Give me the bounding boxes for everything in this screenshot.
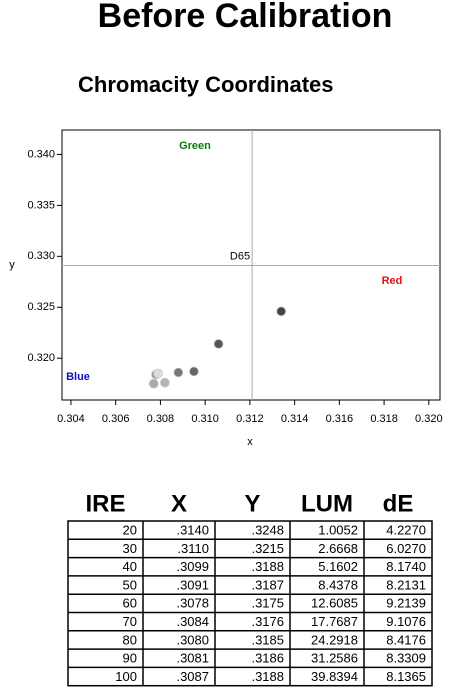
table-cell: 70 <box>123 614 137 629</box>
table-cell: .3187 <box>251 577 284 592</box>
table-cell: 12.6085 <box>311 596 358 611</box>
point <box>148 378 159 389</box>
y-tick-label: 0.325 <box>27 301 55 313</box>
plot-frame <box>61 129 441 401</box>
point <box>159 377 170 388</box>
y-tick-label: 0.340 <box>27 148 55 160</box>
table-header: LUM <box>301 490 353 517</box>
chart-title: Chromacity Coordinates <box>78 72 334 97</box>
table-cell: 60 <box>123 596 137 611</box>
table-cell: .3084 <box>176 614 209 629</box>
annotation: Red <box>382 275 403 287</box>
table-cell: 8.2131 <box>386 577 426 592</box>
page-title: Before Calibration <box>98 0 393 35</box>
x-tick-label: 0.312 <box>236 413 264 425</box>
table-cell: .3185 <box>251 632 284 647</box>
table-cell: .3091 <box>176 577 209 592</box>
table-cell: .3080 <box>176 632 209 647</box>
y-tick-label: 0.330 <box>27 250 55 262</box>
table-cell: 8.1740 <box>386 559 426 574</box>
annotation: Blue <box>66 371 90 383</box>
table-cell: 4.2270 <box>386 523 426 538</box>
y-tick-label: 0.320 <box>27 352 55 364</box>
x-tick-label: 0.314 <box>281 413 309 425</box>
x-tick-label: 0.316 <box>326 413 354 425</box>
table-cell: .3078 <box>176 596 209 611</box>
table-cell: 100 <box>115 669 137 684</box>
table-cell: .3176 <box>251 614 284 629</box>
table-cell: 24.2918 <box>311 632 358 647</box>
table-cell: .3099 <box>176 559 209 574</box>
table-cell: 31.2586 <box>311 651 358 666</box>
table-cell: .3081 <box>176 651 209 666</box>
table-cell: 8.3309 <box>386 651 426 666</box>
point <box>173 367 184 378</box>
table-cell: 9.1076 <box>386 614 426 629</box>
y-tick-label: 0.335 <box>27 199 55 211</box>
x-tick-label: 0.318 <box>370 413 398 425</box>
table-cell: .3215 <box>251 541 284 556</box>
table-cell: 39.8394 <box>311 669 358 684</box>
table-cell: 8.1365 <box>386 669 426 684</box>
table-cell: .3110 <box>177 541 209 556</box>
x-tick-label: 0.308 <box>147 413 175 425</box>
reference-label: D65 <box>230 250 250 262</box>
table-cell: 1.0052 <box>318 523 358 538</box>
table-cell: .3188 <box>251 559 284 574</box>
table-cell: .3175 <box>251 596 284 611</box>
x-tick-label: 0.320 <box>415 413 443 425</box>
y-axis-label: y <box>9 259 15 271</box>
point <box>189 366 199 377</box>
annotation: Green <box>179 140 211 152</box>
table-cell: .3186 <box>251 651 284 666</box>
table-cell: 8.4176 <box>386 632 426 647</box>
table-cell: .3248 <box>251 523 284 538</box>
table-header: Y <box>244 490 260 517</box>
table-header: dE <box>383 490 414 517</box>
table-cell: .3087 <box>176 669 209 684</box>
table-cell: 20 <box>123 523 137 538</box>
table-cell: 8.4378 <box>318 577 358 592</box>
table-cell: 9.2139 <box>386 596 426 611</box>
table-cell: 90 <box>123 651 137 666</box>
table-cell: 17.7687 <box>311 614 358 629</box>
x-tick-label: 0.304 <box>57 413 85 425</box>
table-header: IRE <box>85 490 125 517</box>
table-cell: 30 <box>123 541 137 556</box>
point <box>213 339 224 349</box>
point <box>153 368 164 379</box>
table-cell: 5.1602 <box>318 559 358 574</box>
table-cell: 50 <box>123 577 137 592</box>
x-axis-label: x <box>247 436 253 448</box>
table-header: X <box>171 490 187 517</box>
table-cell: 6.0270 <box>386 541 426 556</box>
table-cell: .3140 <box>176 523 209 538</box>
point <box>276 306 287 317</box>
table-cell: 80 <box>123 632 137 647</box>
table-cell: .3188 <box>251 669 284 684</box>
table-cell: 40 <box>123 559 137 574</box>
table-cell: 2.6668 <box>318 541 358 556</box>
x-tick-label: 0.306 <box>102 413 130 425</box>
x-tick-label: 0.310 <box>191 413 219 425</box>
table-frame <box>67 520 433 687</box>
